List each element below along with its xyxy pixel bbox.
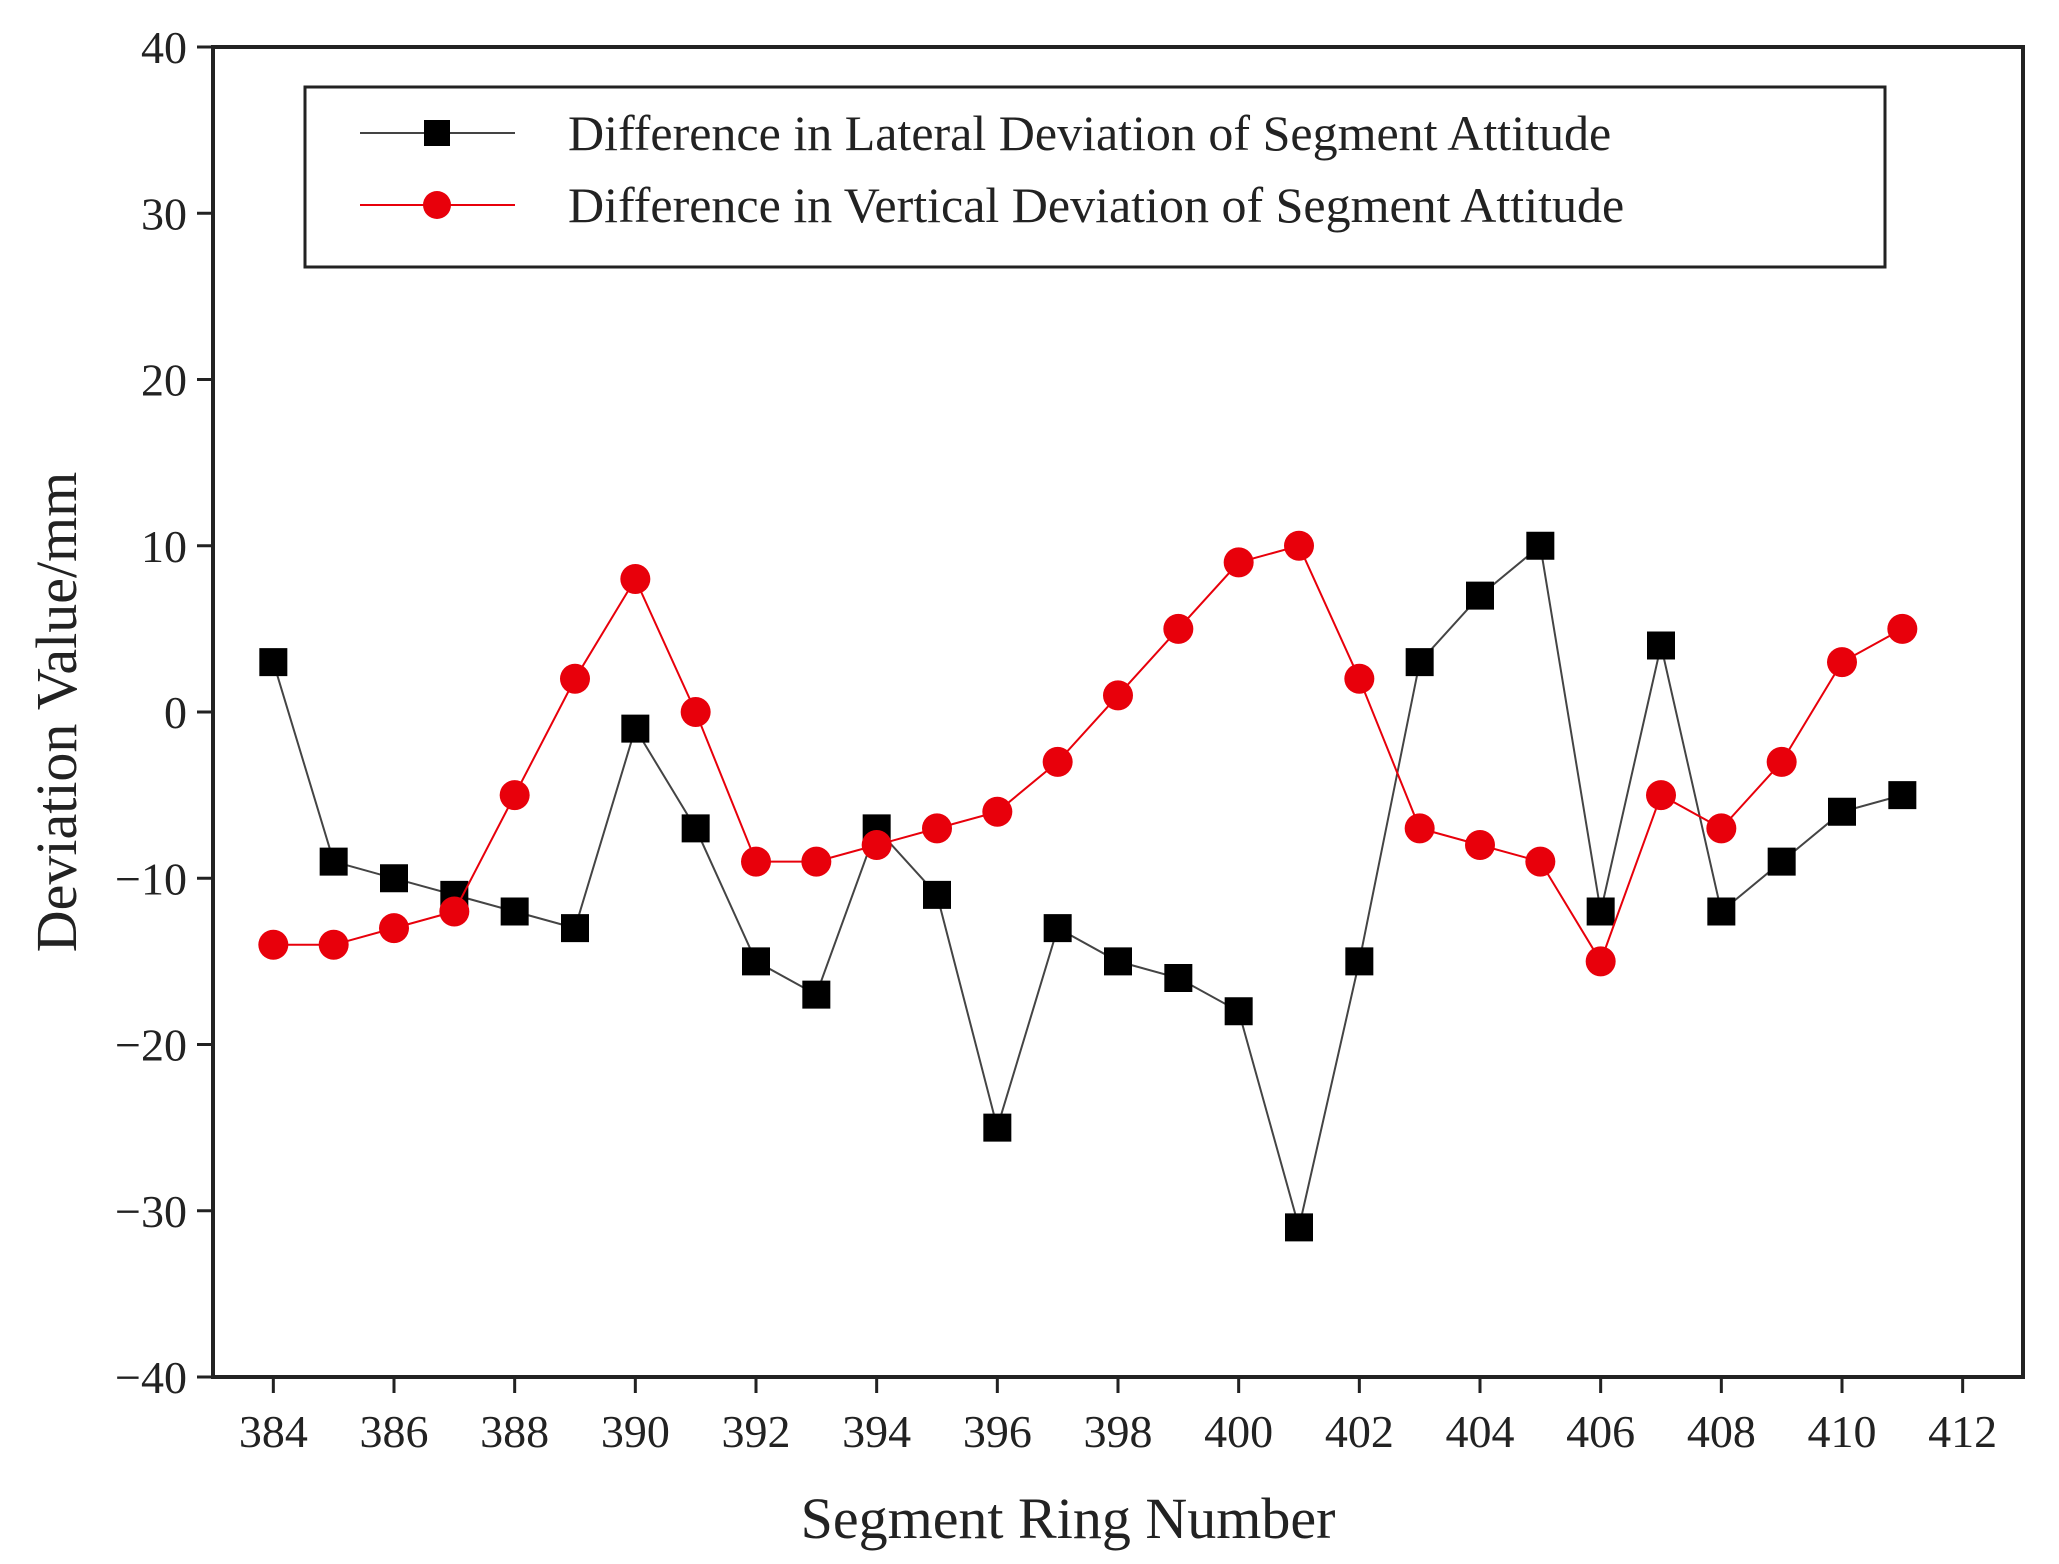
data-point-circle (620, 564, 651, 594)
y-tick-label: 20 (141, 355, 187, 406)
y-tick-label: −40 (115, 1352, 187, 1403)
data-point-square (1405, 648, 1434, 677)
x-tick-label: 396 (963, 1406, 1032, 1457)
x-tick-label: 402 (1325, 1406, 1394, 1457)
data-point-circle (379, 913, 409, 944)
legend-label: Difference in Vertical Deviation of Segm… (568, 177, 1624, 233)
x-tick-label: 392 (722, 1406, 791, 1457)
data-point-square (1043, 914, 1072, 943)
data-point-square (1526, 531, 1555, 560)
data-point-circle (680, 697, 711, 727)
x-tick-label: 406 (1566, 1406, 1635, 1457)
legend-marker-square (424, 120, 450, 146)
data-point-square (1707, 897, 1736, 926)
data-point-square (1828, 797, 1856, 826)
data-point-square (1888, 781, 1917, 810)
data-point-circle (1525, 846, 1556, 877)
series-line (272, 543, 1903, 1228)
y-tick-label: −30 (115, 1186, 187, 1237)
data-point-square (1164, 964, 1193, 992)
x-axis-title: Segment Ring Number (801, 1486, 1336, 1551)
data-point-square (319, 847, 348, 876)
data-point-circle (1042, 746, 1073, 777)
data-point-square (380, 864, 408, 893)
data-point-square (1466, 581, 1494, 610)
y-axis: −40 −30 −20 −10 0 10 20 30 40 (115, 22, 213, 1403)
y-tick-label: 30 (141, 188, 187, 239)
data-point-circle (922, 813, 952, 844)
data-point-square (742, 947, 770, 976)
x-tick-label: 404 (1446, 1406, 1515, 1457)
data-point-circle (1827, 647, 1857, 678)
data-point-square (1104, 947, 1132, 976)
data-point-circle (861, 830, 892, 860)
x-tick-label: 410 (1808, 1406, 1877, 1457)
data-point-square (1647, 631, 1675, 660)
x-tick-label: 408 (1687, 1406, 1756, 1457)
data-point-circle (982, 796, 1013, 827)
data-point-circle (1646, 780, 1676, 811)
data-point-circle (258, 929, 289, 960)
data-marks (258, 530, 1918, 1242)
data-point-circle (1163, 613, 1194, 644)
data-point-square (259, 648, 288, 677)
data-point-circle (1223, 547, 1254, 578)
x-tick-label: 400 (1204, 1406, 1273, 1457)
x-tick-label: 412 (1928, 1406, 1997, 1457)
y-tick-label: −10 (115, 853, 187, 904)
x-tick-label: 384 (239, 1406, 308, 1457)
data-point-circle (1344, 663, 1375, 694)
data-point-square (802, 980, 831, 1009)
data-point-circle (560, 663, 590, 694)
data-point-circle (1585, 946, 1616, 977)
y-tick-label: −20 (115, 1020, 187, 1071)
data-point-circle (1465, 830, 1495, 860)
x-tick-label: 386 (360, 1406, 429, 1457)
data-point-circle (439, 896, 470, 927)
data-point-square (621, 714, 650, 743)
y-tick-label: 40 (141, 22, 187, 73)
x-tick-label: 388 (480, 1406, 549, 1457)
data-point-square (1345, 947, 1374, 976)
x-tick-label: 394 (842, 1406, 911, 1457)
data-point-square (1224, 997, 1253, 1026)
data-point-circle (318, 929, 349, 960)
y-tick-label: 10 (141, 521, 187, 572)
data-point-circle (1103, 680, 1133, 711)
data-point-circle (801, 846, 832, 877)
data-point-circle (1887, 613, 1918, 644)
data-point-square (983, 1113, 1012, 1142)
data-point-square (500, 897, 529, 926)
x-tick-label: 398 (1084, 1406, 1153, 1457)
data-point-circle (1766, 746, 1797, 777)
data-point-circle (1404, 813, 1435, 844)
legend-label: Difference in Lateral Deviation of Segme… (568, 105, 1611, 161)
series-2 (258, 530, 1918, 977)
data-point-square (1285, 1213, 1313, 1242)
legend-box (303, 85, 1887, 269)
legend-marker-circle (423, 191, 451, 219)
y-tick-label: 0 (164, 687, 187, 738)
data-point-square (561, 914, 589, 943)
data-point-circle (1284, 530, 1314, 561)
series-1 (259, 531, 1917, 1242)
data-point-square (923, 880, 951, 909)
x-tick-label: 390 (601, 1406, 670, 1457)
series-line (273, 544, 1903, 964)
data-point-square (681, 814, 710, 843)
data-point-circle (499, 780, 530, 811)
data-point-circle (1706, 813, 1737, 844)
legend: Difference in Lateral Deviation of Segme… (303, 85, 1887, 269)
data-point-square (1586, 897, 1615, 926)
data-point-square (1767, 847, 1796, 876)
y-axis-title: Deviation Value/mm (24, 472, 89, 953)
x-axis: 384 386 388 390 392 394 396 398 400 402 404 406 408 4… (239, 1377, 1997, 1457)
data-point-circle (741, 846, 771, 877)
